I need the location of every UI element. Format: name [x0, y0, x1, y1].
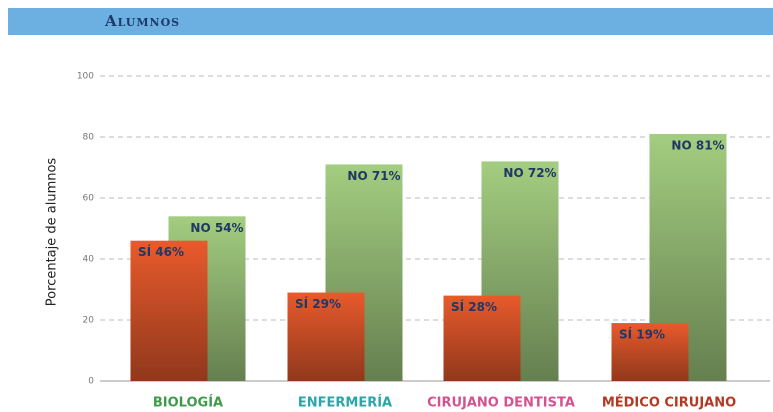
value-label: NO 71% [347, 169, 400, 183]
value-label: SÍ 28% [451, 299, 497, 314]
y-tick-label: 40 [83, 255, 95, 265]
header-title: Alumnos [104, 12, 180, 30]
header-bar [8, 8, 773, 35]
bar-shade [611, 323, 689, 381]
bar-shade [287, 292, 365, 381]
x-tick-label: BIOLOGÍA [153, 395, 223, 411]
value-label: SÍ 29% [295, 296, 341, 311]
y-tick-label: 20 [83, 316, 95, 326]
y-tick-label: 100 [77, 72, 94, 82]
bar-shade [130, 240, 208, 381]
value-label: SÍ 46% [138, 244, 184, 259]
y-tick-label: 0 [88, 377, 94, 387]
y-tick-label: 80 [83, 133, 95, 143]
value-label: NO 81% [671, 138, 724, 152]
x-tick-label: MÉDICO CIRUJANO [602, 395, 736, 411]
x-tick-label: ENFERMERÍA [298, 395, 392, 411]
y-tick-label: 60 [83, 194, 95, 204]
value-label: SÍ 19% [619, 327, 665, 342]
y-axis-label: Porcentaje de alumnos [45, 158, 60, 307]
x-tick-label: CIRUJANO DENTISTA [427, 396, 575, 411]
bar-shade [443, 295, 521, 381]
value-label: NO 54% [190, 221, 243, 235]
value-label: NO 72% [503, 166, 556, 180]
